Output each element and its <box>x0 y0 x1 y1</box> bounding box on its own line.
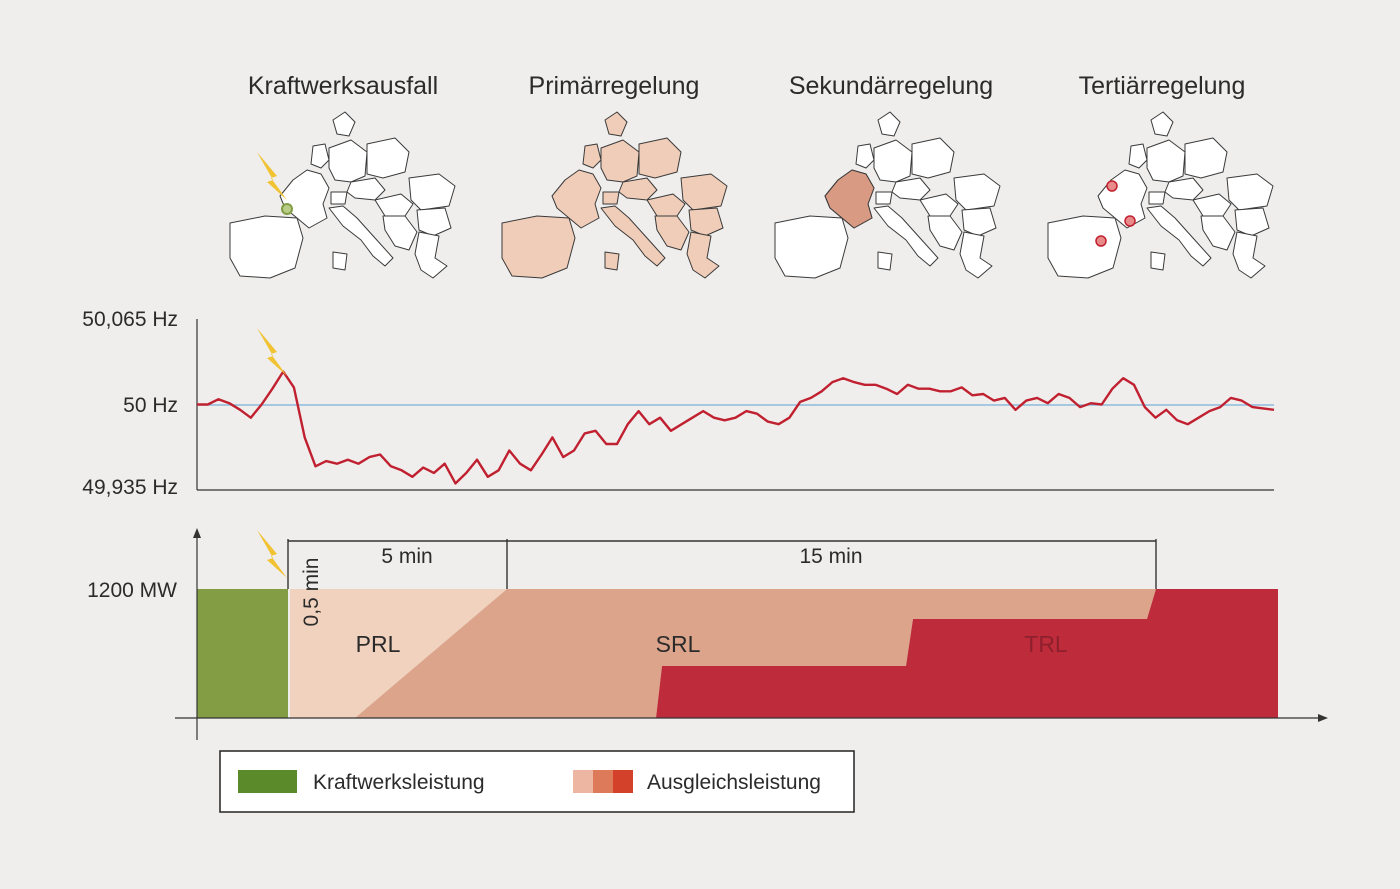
europe-map <box>229 111 456 279</box>
y-tick-label: 50 Hz <box>123 394 178 417</box>
legend-box <box>219 750 855 813</box>
plant-output-area <box>197 589 288 718</box>
legend-swatch-prl <box>573 770 593 793</box>
europe-map <box>1047 111 1274 279</box>
stage-title: Tertiärregelung <box>1079 72 1246 100</box>
stage-tertiary: Tertiärregelung <box>1047 72 1274 279</box>
prl-label: PRL <box>356 631 401 657</box>
legend: Kraftwerksleistung Ausgleichsleistung <box>219 750 855 813</box>
legend-label-plant: Kraftwerksleistung <box>313 771 485 794</box>
legend-swatch-plant <box>238 770 297 793</box>
time-brackets <box>287 539 1157 589</box>
stage-title: Primärregelung <box>529 72 700 100</box>
stage-title: Sekundärregelung <box>789 72 993 100</box>
outage-marker <box>281 203 293 215</box>
interval-label-half-min: 0,5 min <box>300 558 323 627</box>
europe-map <box>774 111 1001 279</box>
y-tick-label: 49,935 Hz <box>82 476 178 499</box>
x-axis-arrow <box>1318 714 1328 722</box>
stage-outage: Kraftwerksausfall <box>229 72 456 279</box>
stage-panels: Kraftwerksausfall Primärregelung Sekundä… <box>229 72 1274 279</box>
y-axis-arrow <box>193 528 201 538</box>
france-region <box>824 169 875 229</box>
stage-primary: Primärregelung <box>501 72 728 279</box>
trl-area <box>656 589 1278 718</box>
legend-swatch-srl <box>593 770 613 793</box>
legend-label-balancing: Ausgleichsleistung <box>647 771 821 794</box>
y-tick-label: 50,065 Hz <box>82 308 178 331</box>
power-chart: 1200 MW 0,5 min 5 min 15 min PRL SRL TRL <box>87 528 1328 740</box>
europe-map <box>501 111 728 279</box>
stage-title: Kraftwerksausfall <box>248 72 438 100</box>
interval-label-15-min: 15 min <box>799 545 862 568</box>
y-tick-label: 1200 MW <box>87 579 177 602</box>
stage-secondary: Sekundärregelung <box>774 72 1001 279</box>
lightning-icon <box>257 328 287 376</box>
plant-markers <box>1095 180 1136 247</box>
srl-label: SRL <box>656 631 701 657</box>
legend-swatch-trl <box>613 770 633 793</box>
frequency-chart: 50,065 Hz 50 Hz 49,935 Hz <box>82 308 1275 499</box>
interval-label-5-min: 5 min <box>381 545 432 568</box>
prl-area <box>290 589 507 718</box>
lightning-icon <box>257 530 287 578</box>
srl-area <box>355 589 1156 718</box>
frequency-series <box>197 370 1275 485</box>
trl-label: TRL <box>1024 631 1068 657</box>
